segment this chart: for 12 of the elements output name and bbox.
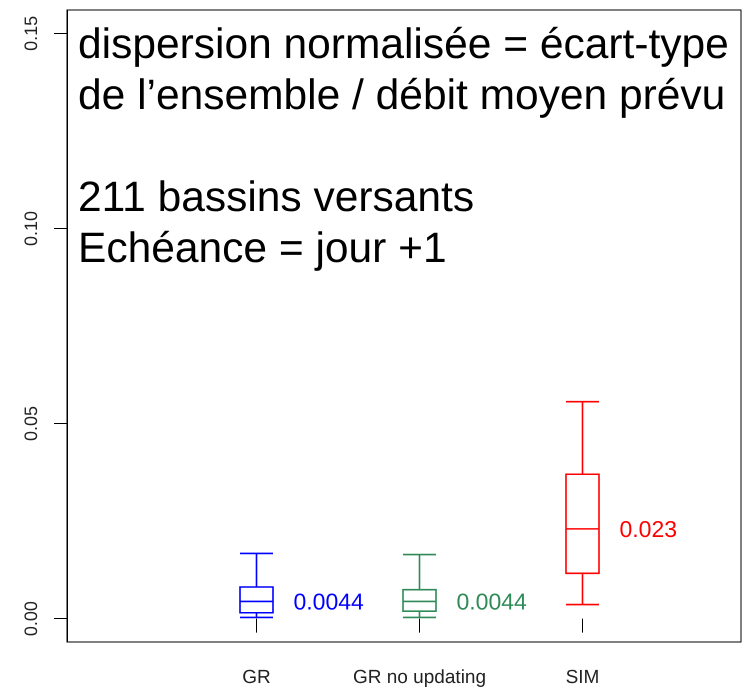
annotation: 211 bassins versants Echéance = jour +1 — [78, 173, 476, 274]
annotation: 0.0044 — [456, 588, 528, 614]
y-tick-label: 0.15 — [21, 16, 41, 51]
x-tick-label: GR no updating — [352, 667, 486, 688]
y-tick-label: 0.05 — [21, 406, 41, 442]
annotation: 0.023 — [620, 516, 678, 542]
annotation: 0.0044 — [294, 588, 364, 614]
x-tick-label: GR — [242, 667, 271, 688]
x-tick-label: SIM — [566, 667, 600, 688]
annotation: dispersion normalisée = écart-type de l’ensemble / débit moyen prévu — [78, 20, 730, 121]
y-tick-label: 0.00 — [21, 601, 41, 636]
y-tick-label: 0.10 — [21, 210, 41, 246]
